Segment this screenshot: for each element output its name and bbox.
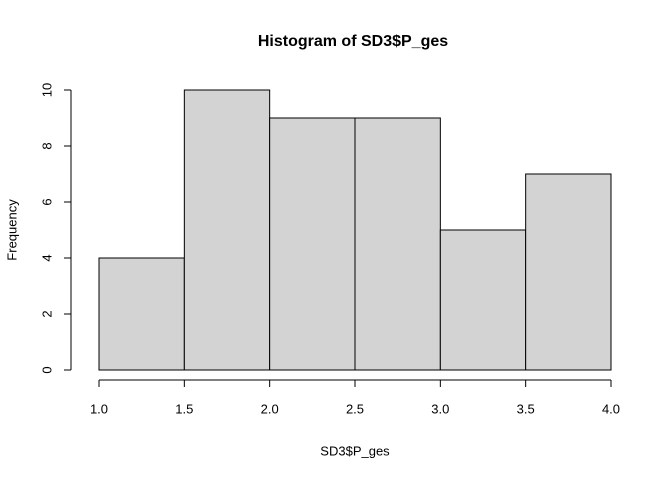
x-tick-label: 1.5 [175,401,193,416]
y-tick-label: 2 [39,310,54,317]
bar [269,117,356,371]
bar [354,117,441,371]
bar [525,173,612,371]
chart-title: Histogram of SD3$P_ges [258,33,448,50]
y-tick-label: 6 [39,198,54,205]
y-tick-label: 0 [39,366,54,373]
x-tick-label: 3.0 [431,401,449,416]
x-tick-label: 3.5 [517,401,535,416]
bar [183,89,271,371]
x-tick-label: 4.0 [602,401,620,416]
y-axis-label: Frequency [4,199,19,261]
x-tick-label: 2.5 [346,401,364,416]
x-tick-label: 1.0 [90,401,108,416]
y-tick-label: 10 [39,83,54,97]
y-tick-label: 4 [39,254,54,261]
y-tick-label: 8 [39,142,54,149]
x-axis-label: SD3$P_ges [320,443,390,458]
bar [439,229,527,371]
x-tick-label: 2.0 [261,401,279,416]
bar [98,257,185,371]
